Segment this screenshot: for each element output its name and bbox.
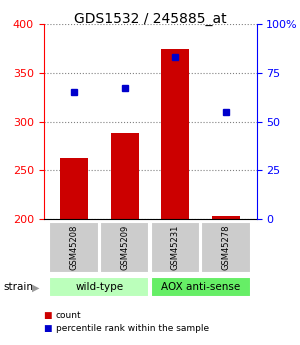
Bar [151,222,200,273]
Bar [60,158,88,219]
Text: count: count [56,311,81,320]
Bar [151,277,251,297]
Text: AOX anti-sense: AOX anti-sense [161,282,240,292]
Text: ■: ■ [44,324,52,333]
Text: GSM45208: GSM45208 [69,225,78,270]
Bar [100,222,149,273]
Bar [49,277,149,297]
Text: GSM45231: GSM45231 [171,225,180,270]
Bar [161,49,189,219]
Text: ▶: ▶ [32,283,39,292]
Bar [49,222,99,273]
Bar [212,216,240,219]
Text: GSM45278: GSM45278 [222,225,231,270]
Bar [201,222,251,273]
Text: GSM45209: GSM45209 [120,225,129,270]
Text: percentile rank within the sample: percentile rank within the sample [56,324,208,333]
Bar [111,133,139,219]
Text: GDS1532 / 245885_at: GDS1532 / 245885_at [74,12,226,26]
Text: wild-type: wild-type [75,282,123,292]
Text: ■: ■ [44,311,52,320]
Text: strain: strain [3,283,33,292]
